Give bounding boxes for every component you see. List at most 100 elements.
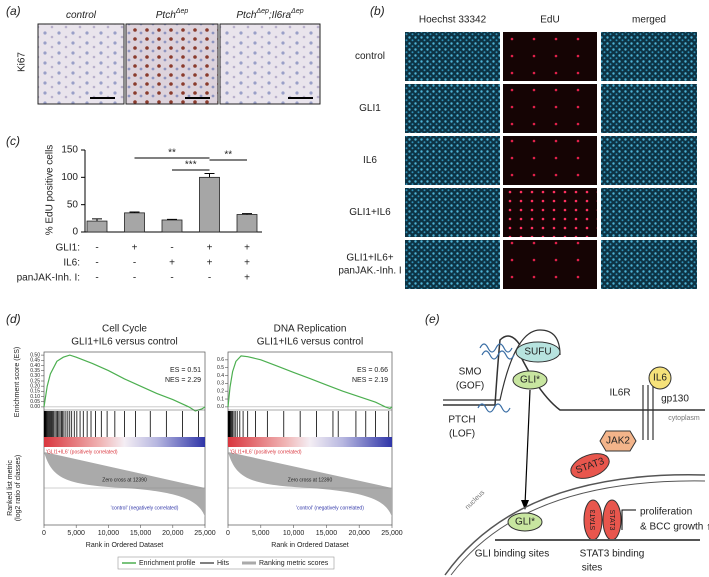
label: IL6 [653,373,667,384]
membrane-loop [443,329,561,401]
x-tick-label: 20,000 [348,530,370,537]
label: STAT3 [608,510,615,531]
arrow [524,389,531,506]
ptch-icon [477,403,511,413]
significance-label: ** [168,148,176,159]
column-label: EdU [540,15,559,26]
x-tick-label: 25,000 [381,530,403,537]
x-tick-label: 15,000 [316,530,338,537]
y-tick-label: 0.6 [217,357,224,363]
label: JAK2 [606,436,630,447]
x-tick-label: 10,000 [98,530,120,537]
row-label: control [355,51,385,62]
y-tick-label: 0.1 [217,396,224,402]
neg-label: 'control' (negatively correlated) [111,505,179,511]
micrograph [219,23,321,105]
micrograph [503,32,597,81]
bar [86,220,108,233]
panel-label: (e) [425,312,440,326]
y-tick-label: 150 [61,145,78,156]
micrograph [405,188,500,237]
legend-box [117,556,335,570]
chart-subtitle: GLI1+IL6 versus control [71,337,177,348]
rank-metric [44,452,205,517]
row-label: GLI1+IL6 [349,207,391,218]
error-bar [129,211,140,213]
zero-cross-label: Zero cross at 12390 [102,477,147,483]
micrograph [503,188,597,237]
column-label: merged [632,15,666,26]
label: SUFU [524,347,551,358]
condition-sign: - [95,258,98,269]
pos-label: 'GLI1+IL6' (positively correlated) [46,449,118,455]
condition-label: panJAK-Inh. I: [17,273,80,284]
pos-label: 'GLI1+IL6' (positively correlated) [230,449,302,455]
micrograph [503,240,597,289]
legend-label: Ranking metric scores [259,560,329,567]
panel-label: (b) [370,4,385,18]
row-label: panJAK.-Inh. I [338,266,401,277]
x-tick-label: 20,000 [162,530,184,537]
gli-node [512,370,548,390]
il6-node [648,366,672,390]
x-axis-label: Rank in Ordered Dataset [86,542,163,549]
y-tick-label: 0.25 [30,378,40,384]
y-tick-label: 0.05 [30,399,40,405]
x-tick-label: 0 [42,530,46,537]
bar [161,219,183,233]
micrograph [405,136,500,185]
condition-sign: + [207,258,213,269]
gli-node [507,512,543,532]
micrograph [125,23,219,105]
y-tick-label: 50 [67,199,79,210]
y-tick-label: 0.4 [217,373,224,379]
smo-icon [479,343,515,360]
micrograph [503,136,597,185]
label: GLI binding sites [475,549,550,560]
bar [199,176,220,233]
label: GLI* [520,375,540,386]
panel-label: (a) [6,4,21,18]
significance-label: *** [185,160,197,171]
y-tick-label: 0.2 [217,389,224,395]
legend-label: Hits [217,560,230,567]
y-axis-label: (log2 ratio of classes) [15,455,22,522]
condition-sign: - [208,273,211,284]
condition-label: IL6: [63,258,80,269]
y-tick-label: 100 [61,172,78,183]
condition-sign: + [244,243,250,254]
condition-sign: + [244,258,250,269]
label: & BCC growth ↑↑ [640,522,709,533]
stat-label: ES = 0.66 [357,367,388,374]
error-bar [92,218,102,222]
y-axis-label: Enrichment score (ES) [14,347,21,417]
y-tick-label: 0.20 [30,384,40,390]
image-grid: Hoechst 33342 EdU merged control GLI1 IL6 GLI1… [338,15,697,289]
enrichment-line [227,355,393,410]
bar [236,214,258,233]
y-tick-label: 0.0 [217,404,224,410]
micrograph [405,240,500,289]
label: cytoplasm [668,415,700,422]
condition-sign: - [133,273,136,284]
condition-sign: - [95,273,98,284]
membrane [443,335,705,411]
condition-sign: - [133,258,136,269]
micrograph [601,240,697,289]
row-label: GLI1 [359,103,381,114]
row-label: GLI1+IL6+ [346,253,393,264]
label: sites [582,563,603,574]
label: gp130 [661,394,689,405]
arrow [621,509,636,530]
label: GLI* [515,517,535,528]
nuclear-membrane [450,480,706,576]
y-axis-label: % EdU positive cells [45,145,56,236]
label: nucleus [464,489,486,511]
y-tick-label: 0.5 [217,365,224,371]
pathway-diagram: SMO (GOF) SUFU GLI* PTCH (LOF) IL6R IL6 … [443,329,709,576]
neg-label: 'control' (negatively correlated) [296,505,364,511]
nuclear-membrane [444,474,706,576]
label: IL6R [609,388,630,399]
row-label: Ki67 [17,52,28,72]
micrograph [601,188,697,237]
